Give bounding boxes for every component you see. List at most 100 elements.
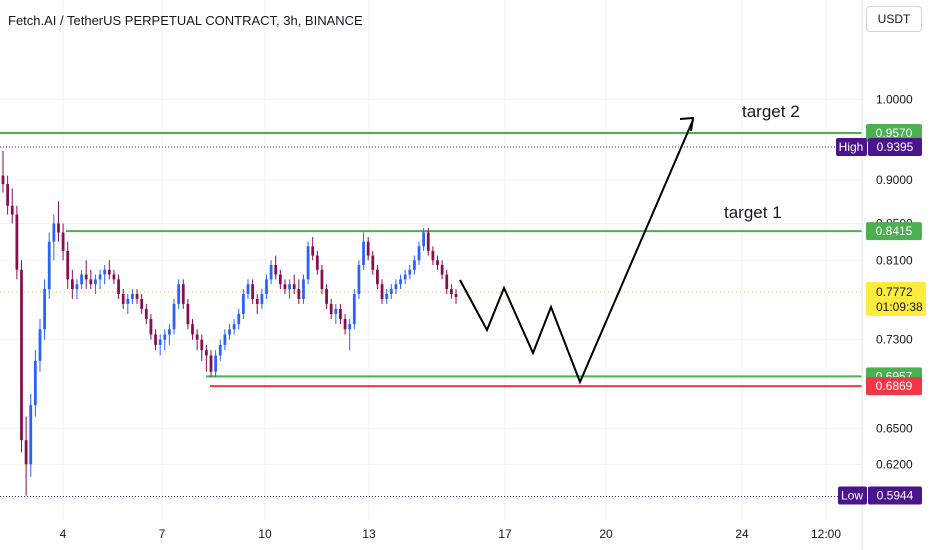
bar-countdown: 01:09:38: [876, 300, 923, 314]
annotation-target-2[interactable]: target 2: [742, 102, 800, 121]
high-label: High: [839, 140, 864, 154]
level-tag-label: 0.9570: [876, 126, 913, 140]
candle-body: [366, 241, 370, 256]
candle-body: [61, 232, 65, 251]
y-tick-label: 1.0000: [876, 92, 913, 106]
candle-body: [237, 313, 241, 325]
candle-body: [121, 293, 125, 304]
candle-body: [357, 265, 361, 294]
candle-body: [1, 175, 5, 185]
candle-body: [66, 250, 70, 280]
candle-body: [241, 293, 245, 314]
candle-body: [80, 274, 83, 285]
x-tick-label: 12:00: [811, 527, 841, 541]
y-tick-label: 0.8100: [876, 253, 913, 267]
candle-body: [200, 339, 204, 351]
time-axis[interactable]: 4 7 10 13 17 20 24 12:00: [60, 527, 842, 541]
high-label-tag: [836, 138, 867, 157]
candle-body: [103, 269, 107, 275]
candle-body: [29, 405, 33, 465]
candle-body: [343, 319, 347, 330]
grid: [0, 0, 862, 520]
annotation-target-1[interactable]: target 1: [724, 203, 782, 222]
candle-body: [283, 284, 287, 290]
projection-drawing[interactable]: target 2 target 1: [459, 102, 800, 385]
candle-body: [260, 293, 264, 304]
candle-body: [126, 298, 130, 304]
candle-body: [223, 334, 227, 345]
candle-body: [43, 289, 46, 330]
candle-body: [251, 284, 254, 299]
currency-button[interactable]: USDT: [866, 6, 922, 32]
candle-body: [297, 289, 301, 299]
candle-body: [389, 289, 393, 294]
candle-body: [6, 184, 10, 206]
low-value-tag: [868, 486, 922, 505]
candle-body: [47, 241, 51, 290]
candle-body: [380, 284, 384, 299]
candle-body: [431, 250, 435, 261]
candle-body: [140, 298, 144, 309]
candle-body: [278, 274, 282, 285]
x-tick-label: 17: [498, 527, 512, 541]
candle-body: [274, 265, 278, 275]
candle-body: [376, 269, 379, 285]
candle-body: [38, 329, 42, 361]
x-tick-label: 13: [362, 527, 376, 541]
level-tag-label: 0.6869: [876, 379, 913, 393]
candle-body: [269, 265, 273, 280]
candle-body: [168, 329, 171, 335]
candle-body: [218, 344, 222, 356]
candle-body: [436, 260, 439, 266]
x-tick-label: 7: [159, 527, 166, 541]
price-axis[interactable]: 1.00000.90000.85000.81000.73000.65000.62…: [861, 0, 913, 550]
arrowhead: [679, 116, 695, 132]
candle-body: [33, 360, 37, 406]
projection-path[interactable]: [459, 119, 694, 385]
candle-body: [24, 440, 28, 465]
candle-body: [385, 293, 389, 299]
candle-body: [195, 334, 199, 340]
low-label: Low: [841, 489, 863, 503]
candle-body: [422, 232, 426, 247]
candle-body: [265, 279, 268, 294]
candle-body: [449, 289, 453, 294]
high-value: 0.9395: [877, 140, 914, 154]
candle-body: [399, 279, 402, 285]
candle-body: [394, 284, 398, 290]
candle-body: [52, 223, 56, 242]
candle-body: [131, 293, 134, 299]
candle-body: [417, 246, 421, 261]
candle-body: [302, 279, 305, 299]
candle-body: [288, 284, 291, 290]
candle-body: [371, 255, 375, 270]
y-tick-label: 0.9000: [876, 173, 913, 187]
candle-body: [325, 289, 328, 304]
candle-body: [117, 279, 120, 294]
chart-title: Fetch.AI / TetherUS PERPETUAL CONTRACT, …: [8, 13, 363, 28]
candle-body: [311, 246, 315, 256]
candle-body: [306, 246, 310, 280]
candle-body: [149, 319, 153, 335]
candle-body: [413, 260, 416, 270]
candle-body: [172, 303, 176, 330]
candle-body: [84, 274, 88, 280]
high-value-tag: [868, 138, 922, 157]
candle-body: [57, 223, 60, 233]
level-tag: [866, 123, 922, 142]
current-price-tag: [866, 281, 926, 316]
candle-body: [191, 324, 194, 335]
candle-body: [98, 274, 102, 280]
candle-body: [107, 269, 111, 275]
y-tick-label: 0.6200: [876, 457, 913, 471]
candle-body: [205, 350, 208, 356]
level-tag-label: 0.8415: [876, 224, 913, 238]
candle-body: [112, 274, 116, 280]
candle-body: [186, 303, 190, 325]
horizontal-levels[interactable]: [0, 131, 862, 498]
candle-body: [445, 274, 449, 290]
current-price-value: 0.7772: [876, 285, 913, 299]
